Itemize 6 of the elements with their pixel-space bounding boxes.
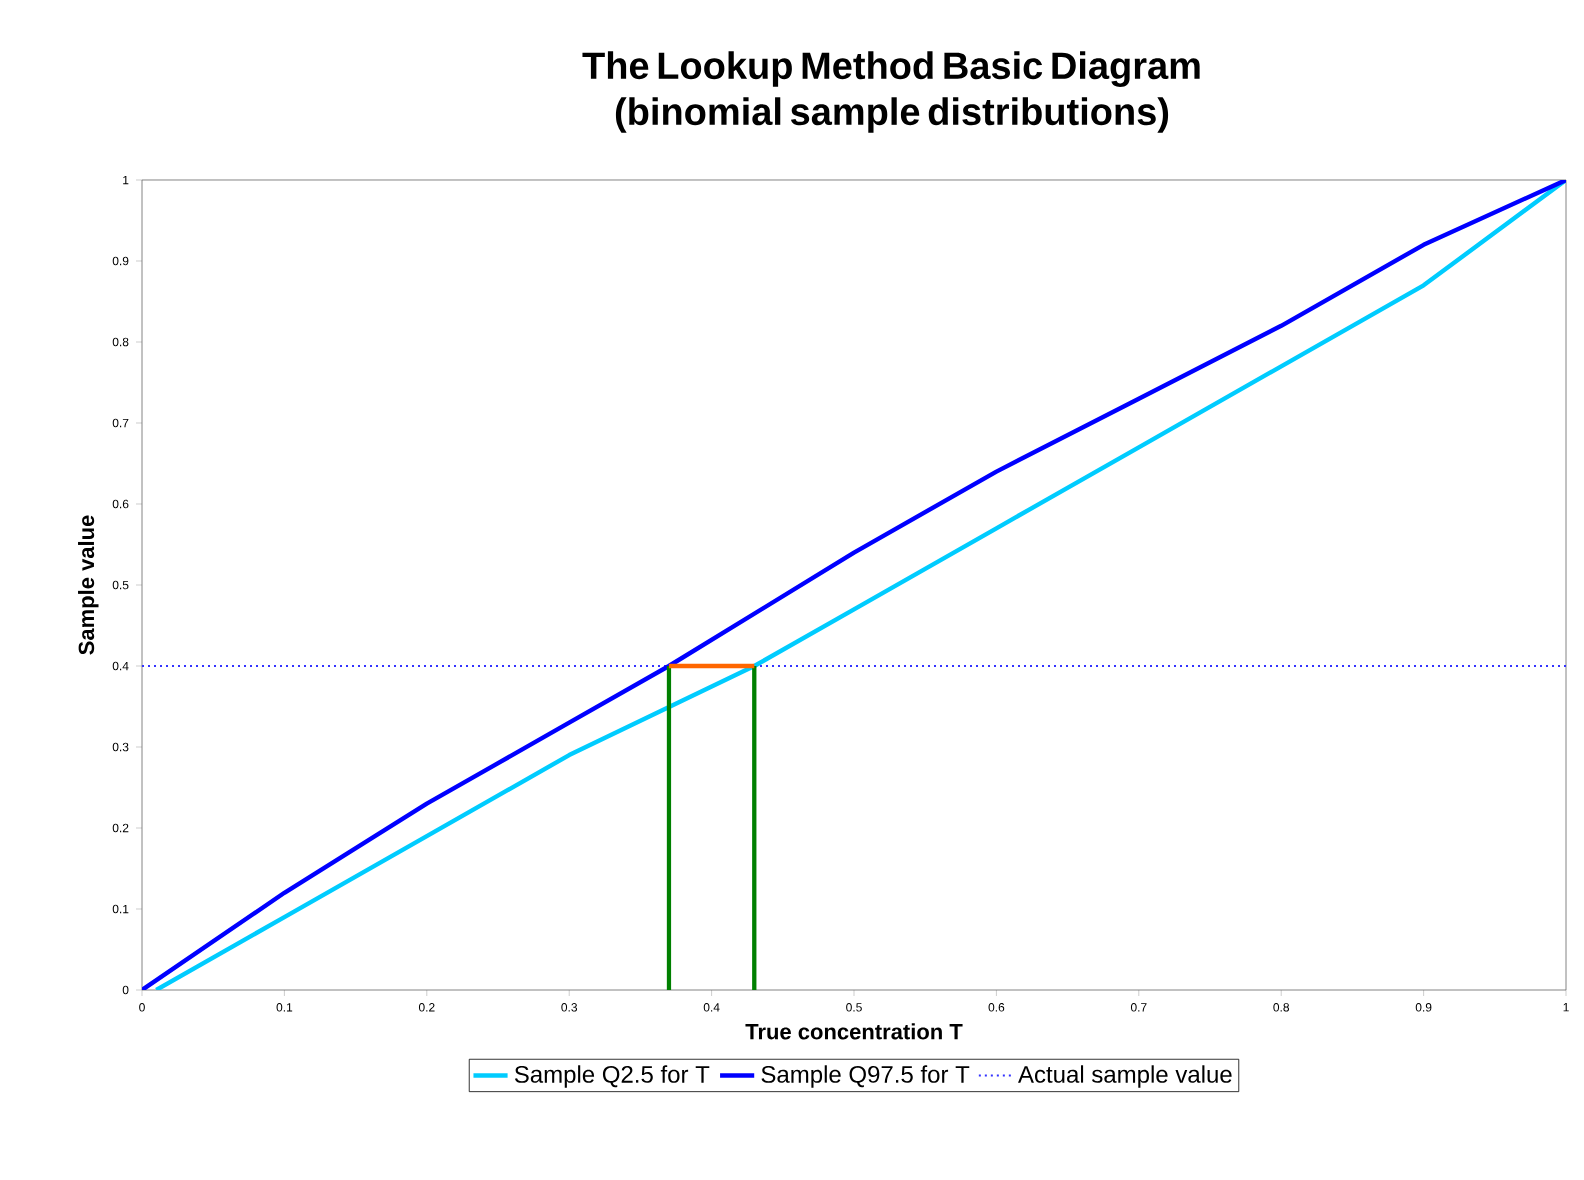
legend-label: Sample Q97.5 for T [761, 1065, 970, 1088]
x-axis-title: True concentration T [745, 1023, 963, 1040]
y-axis-title: Sample value [78, 515, 99, 655]
chart-title: The Lookup Method Basic Diagram (binomial sample distributions) [582, 51, 1200, 133]
legend-label: Actual sample value [1018, 1065, 1232, 1088]
legend-label: Sample Q2.5 for T [514, 1065, 710, 1088]
